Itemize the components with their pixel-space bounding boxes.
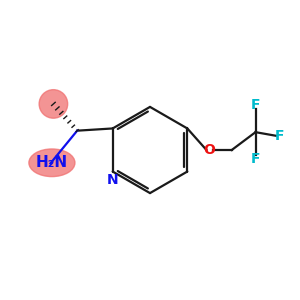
Text: F: F [251, 152, 260, 166]
Circle shape [39, 90, 68, 118]
Ellipse shape [29, 149, 75, 177]
Text: H₂N: H₂N [36, 155, 68, 170]
Text: F: F [274, 129, 284, 143]
Text: N: N [106, 173, 118, 187]
Text: F: F [251, 98, 260, 112]
Text: O: O [203, 143, 215, 157]
